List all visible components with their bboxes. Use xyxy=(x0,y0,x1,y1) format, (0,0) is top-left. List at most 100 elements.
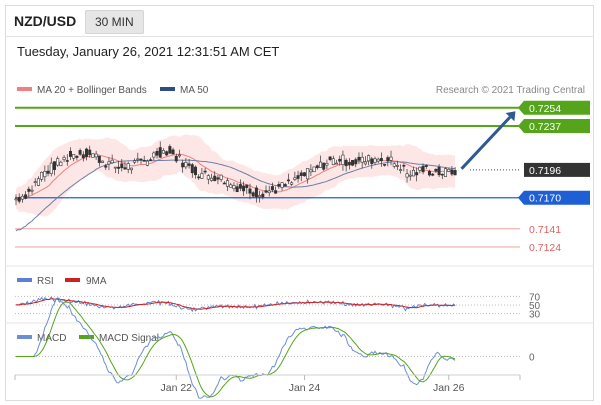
candle-body xyxy=(97,155,101,163)
legend-rsi: RSI xyxy=(37,276,54,287)
candle-body xyxy=(386,157,390,162)
candle-body xyxy=(72,154,76,159)
candle-body xyxy=(81,154,85,159)
candle-body xyxy=(210,177,214,181)
candle-body xyxy=(360,156,364,163)
legend-swatch-macd-signal xyxy=(79,335,94,339)
candle-body xyxy=(222,182,226,185)
candle-body xyxy=(46,170,50,174)
candle-body xyxy=(126,163,130,170)
candle-body xyxy=(299,172,303,176)
legend-ma50: MA 50 xyxy=(180,85,209,96)
candle-body xyxy=(91,153,95,158)
candle-body xyxy=(36,178,40,186)
support-label: 0.7141 xyxy=(529,224,561,236)
candle-body xyxy=(33,181,37,183)
candle-body xyxy=(181,162,185,168)
candle-body xyxy=(347,162,351,166)
candle-body xyxy=(290,182,294,185)
candle-body xyxy=(383,164,387,166)
candle-body xyxy=(59,161,63,167)
candle-body xyxy=(389,156,393,161)
candle-body xyxy=(17,197,21,202)
candle-body xyxy=(219,174,223,180)
credit-text: Research © 2021 Trading Central xyxy=(436,85,585,96)
candle-body xyxy=(270,186,274,191)
candle-body xyxy=(235,186,239,193)
candle-body xyxy=(94,153,98,158)
candle-body xyxy=(142,160,146,162)
candle-body xyxy=(453,170,457,176)
candle-body xyxy=(184,162,188,168)
candle-body xyxy=(267,190,271,194)
legend-swatch-rsi xyxy=(17,278,32,282)
timestamp: Tuesday, January 26, 2021 12:31:51 AM CE… xyxy=(17,44,280,59)
candle-body xyxy=(258,195,262,198)
candle-body xyxy=(447,168,451,172)
candle-body xyxy=(376,158,380,162)
candle-body xyxy=(158,147,162,158)
candle-body xyxy=(187,163,191,166)
candle-body xyxy=(101,160,105,163)
bollinger-band xyxy=(16,134,456,217)
candle-body xyxy=(309,169,313,173)
candle-body xyxy=(444,168,448,177)
x-tick-label: Jan 22 xyxy=(160,382,192,394)
candle-body xyxy=(149,159,153,161)
candle-body xyxy=(242,185,246,192)
candle-body xyxy=(107,161,111,165)
candle-body xyxy=(206,175,210,180)
candle-body xyxy=(52,161,56,170)
x-axis-ticks: Jan 22 Jan 24 Jan 26 xyxy=(14,375,521,394)
candle-body xyxy=(405,173,409,178)
candle-body xyxy=(136,158,140,161)
candle-body xyxy=(27,188,31,192)
timeframe-button[interactable]: 30 MIN xyxy=(85,10,144,34)
candle-body xyxy=(24,194,28,199)
candle-body xyxy=(113,166,117,169)
candle-body xyxy=(325,162,329,166)
candle-body xyxy=(245,184,249,188)
candle-body xyxy=(338,158,342,162)
candle-body xyxy=(117,166,121,169)
candle-body xyxy=(165,151,169,156)
candle-body xyxy=(431,173,435,176)
current-price-label: 0.7196 xyxy=(529,165,561,177)
candle-body xyxy=(379,158,383,162)
candle-body xyxy=(177,154,181,157)
candle-body xyxy=(322,162,326,170)
candle-body xyxy=(213,175,217,182)
legend-9ma: 9MA xyxy=(86,276,107,287)
candle-body xyxy=(399,169,403,171)
candle-body xyxy=(139,158,143,161)
candle-body xyxy=(283,184,287,187)
candle-body xyxy=(43,171,47,178)
candle-body xyxy=(30,189,34,192)
ma50-line xyxy=(15,159,456,232)
candle-body xyxy=(229,184,233,188)
candle-body xyxy=(133,160,137,163)
candle-body xyxy=(335,162,339,165)
rsi-level-label: 50 xyxy=(529,301,541,312)
macd-zero-label: 0 xyxy=(529,353,535,364)
candle-body xyxy=(363,161,367,165)
candle-body xyxy=(344,159,348,167)
candle-body xyxy=(392,163,396,167)
candle-body xyxy=(411,169,415,177)
candle-body xyxy=(120,163,124,169)
price-pane: 0.7254 0.7237 0.7196 0.7170 0.7141 0.7124 xyxy=(14,100,590,254)
candle-body xyxy=(216,177,220,180)
candle-body xyxy=(88,149,92,155)
candle-body xyxy=(280,182,284,188)
candle-body xyxy=(78,150,82,155)
legend-swatch-9ma xyxy=(65,278,80,282)
legend-swatch-bollinger xyxy=(17,87,32,91)
candle-body xyxy=(251,192,255,197)
candle-body xyxy=(351,160,355,166)
candle-body xyxy=(450,169,454,175)
resistance-label: 0.7237 xyxy=(529,121,561,133)
candle-body xyxy=(68,151,72,157)
pivot-label: 0.7170 xyxy=(529,193,561,205)
